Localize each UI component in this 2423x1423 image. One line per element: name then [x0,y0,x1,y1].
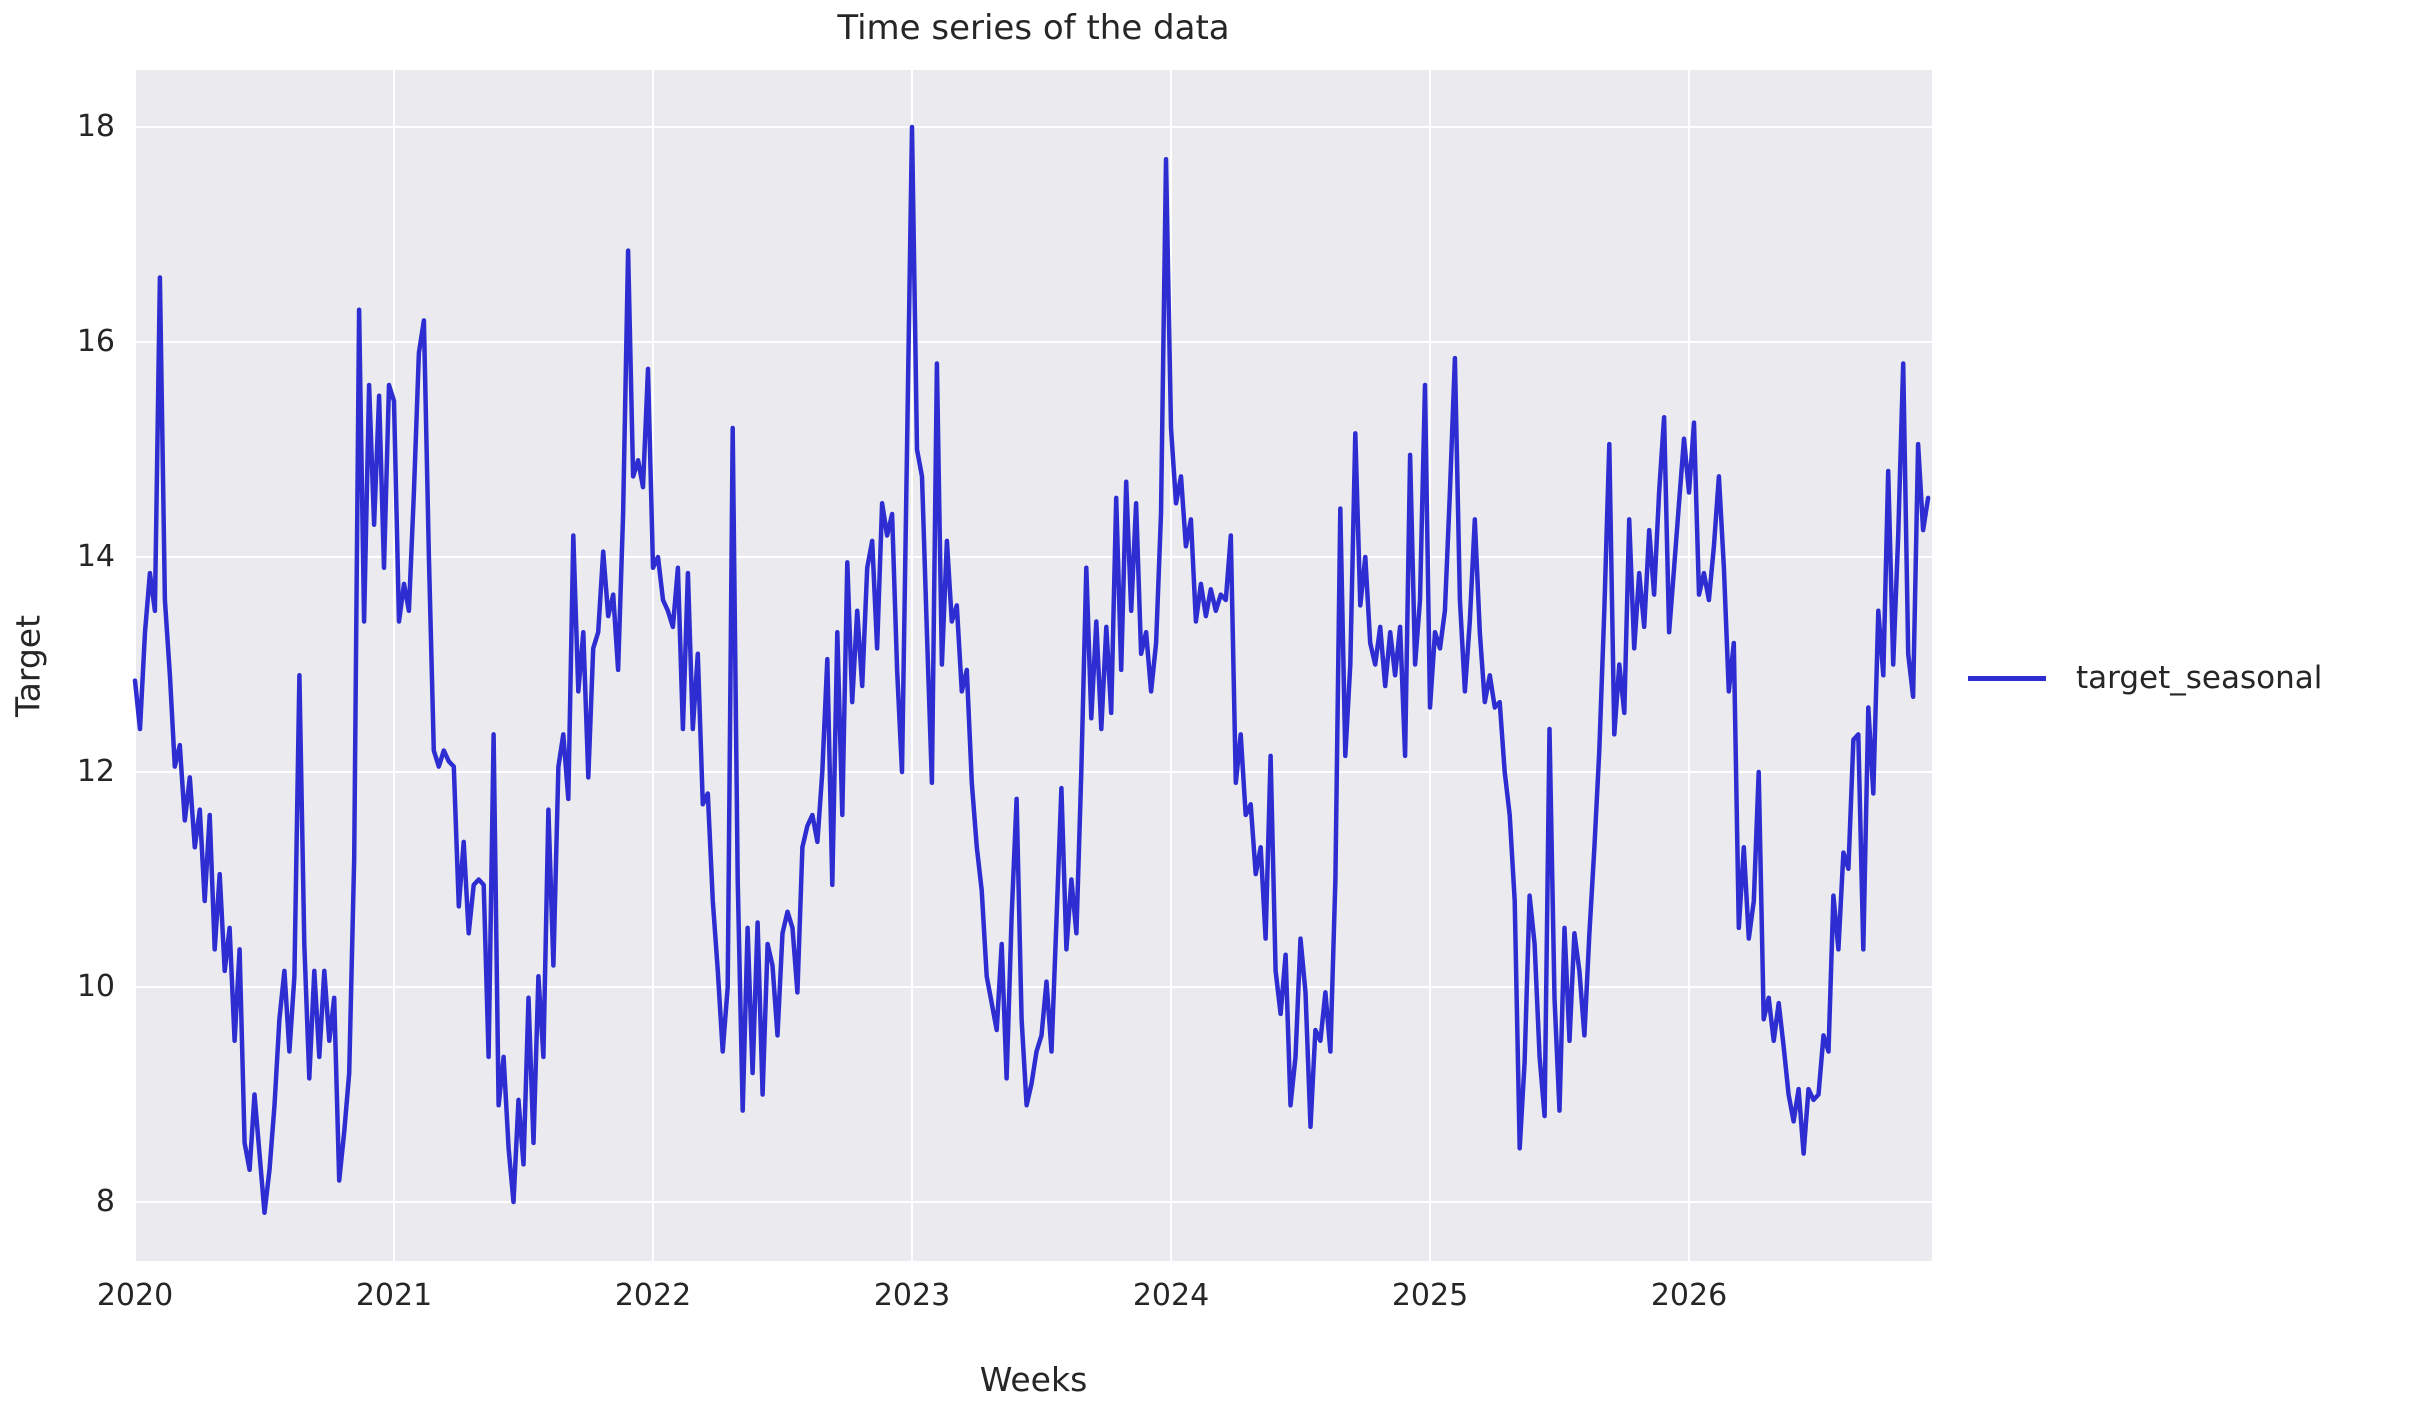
x-tick-2024: 2024 [1132,1278,1210,1313]
y-tick-18: 18 [76,109,115,144]
x-tick-2022: 2022 [614,1278,692,1313]
x-axis-label: Weeks [979,1360,1088,1399]
x-tick-2021: 2021 [355,1278,433,1313]
legend-line-sample [1968,675,2046,681]
y-tick-14: 14 [76,539,115,574]
x-tick-2023: 2023 [873,1278,951,1313]
y-tick-16: 16 [76,324,115,359]
y-tick-8: 8 [95,1184,115,1219]
y-axis-label: Target [8,614,48,718]
series-line-target_seasonal [132,124,1931,1216]
legend: target_seasonal [1968,660,2322,696]
x-tick-2025: 2025 [1391,1278,1469,1313]
x-tick-2020: 2020 [96,1278,174,1313]
x-tick-2026: 2026 [1650,1278,1728,1313]
chart-title: Time series of the data [837,8,1230,48]
y-tick-12: 12 [76,754,115,789]
legend-series-label: target_seasonal [2076,660,2323,696]
y-tick-10: 10 [76,969,115,1004]
